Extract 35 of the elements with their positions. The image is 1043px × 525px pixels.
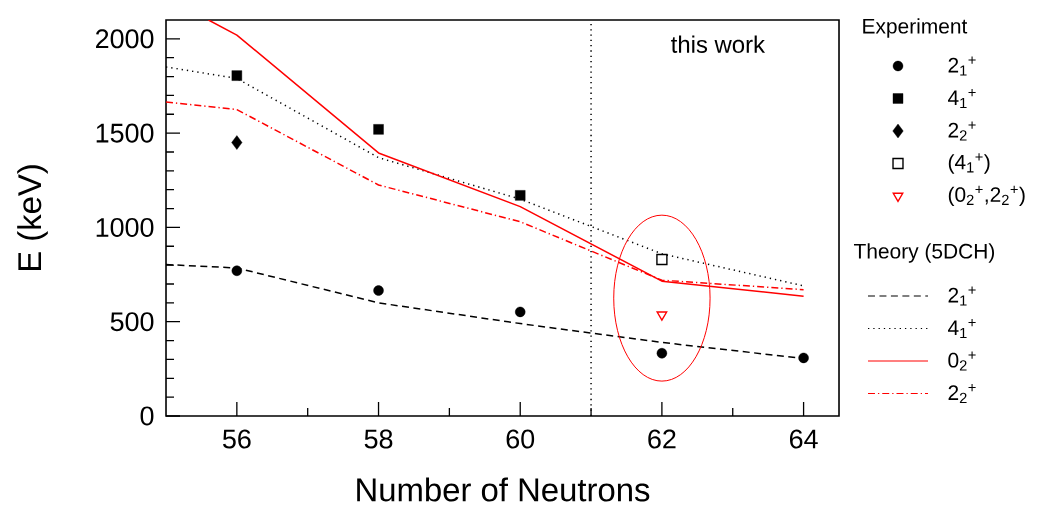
point <box>656 348 668 359</box>
legend-title: Experiment <box>863 18 968 38</box>
legend-label: 2$_{2}$+ <box>948 121 976 141</box>
x-axis-title: Number of Neutrons <box>357 477 650 502</box>
point <box>373 285 384 296</box>
point <box>373 124 384 135</box>
x-tick-label: 56 <box>222 429 251 449</box>
legend-label: 0$_{2}$+ <box>948 351 976 371</box>
x-tick-label: 64 <box>789 429 818 449</box>
legend-label: 4$_{1}$+ <box>948 318 976 339</box>
point <box>231 70 243 81</box>
point <box>798 352 809 364</box>
legend-label: 4$_{1}$+ <box>948 88 976 109</box>
y-tick-label: 2000 <box>96 29 154 49</box>
text: Theory (5DCH) <box>853 243 995 263</box>
legend-label: (0$_{2}$$^{+}$,2$_{2}$$^{+}$) <box>948 185 1025 207</box>
x-tick-label: 60 <box>506 429 535 449</box>
y-tick-label: 500 <box>110 312 154 332</box>
point <box>656 253 668 266</box>
point <box>515 190 526 201</box>
legend-label: 2$_{1}$+ <box>948 56 976 76</box>
legend-label: (4$_{1}$$^{+}$) <box>948 153 990 174</box>
point <box>515 306 526 318</box>
point <box>231 265 243 276</box>
annotation: this work <box>671 35 766 53</box>
legend-label: 2$_{2}$+ <box>948 383 976 404</box>
x-tick-label: 62 <box>648 429 676 449</box>
y-axis-title: E (keV) <box>17 165 48 271</box>
y-tick-label: 1000 <box>96 217 154 237</box>
y-tick-label: 1500 <box>96 123 154 143</box>
y-tick-label: 0 <box>140 406 154 426</box>
point <box>656 311 668 321</box>
point <box>231 135 243 150</box>
legend-label: 2$_{1}$+ <box>948 286 976 306</box>
x-tick-label: 58 <box>364 429 393 449</box>
